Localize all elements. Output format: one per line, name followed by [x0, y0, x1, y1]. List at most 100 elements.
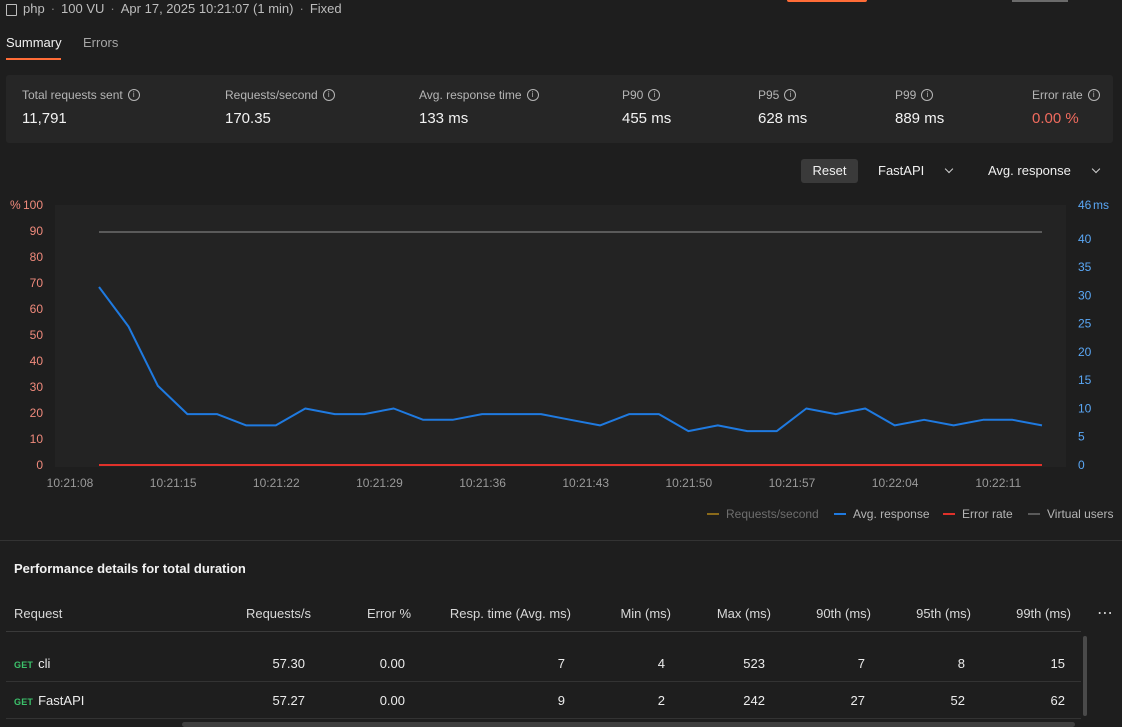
- table-row[interactable]: GET cli 57.30 0.00 7 4 523 7 8 15: [6, 645, 1081, 682]
- left-tick-label: 20: [30, 406, 44, 420]
- run-time: Apr 17, 2025 10:21:07 (1 min): [120, 1, 294, 16]
- info-icon[interactable]: i: [127, 89, 140, 101]
- cell-max: 242: [743, 693, 765, 708]
- cell-p90: 7: [857, 656, 865, 671]
- table-header: Request Requests/s Error % Resp. time (A…: [0, 604, 1122, 624]
- stat-value: 0.00 %: [1032, 110, 1079, 127]
- project-name: php: [23, 1, 45, 16]
- right-tick-label: 0: [1078, 458, 1085, 472]
- chevron-down-icon: [944, 164, 954, 174]
- left-axis-unit: %: [10, 198, 21, 212]
- vertical-scrollbar[interactable]: [1083, 636, 1087, 716]
- info-icon[interactable]: i: [1087, 89, 1100, 101]
- request-name: cli: [38, 656, 51, 671]
- load-profile: Fixed: [309, 1, 342, 16]
- legend-item-avg-response[interactable]: Avg. response: [834, 507, 930, 521]
- cell-min: 2: [657, 693, 665, 708]
- cell-error: 0.00: [379, 656, 405, 671]
- right-tick-label: 25: [1078, 317, 1092, 331]
- x-axis: 10:21:08 10:21:15 10:21:22 10:21:29 10:21:36…: [47, 476, 1022, 490]
- left-tick-label: 10: [30, 432, 44, 446]
- col-min[interactable]: Min (ms): [620, 606, 671, 621]
- stat-label: P99: [895, 88, 917, 102]
- stat-value: 11,791: [22, 110, 67, 127]
- stat-error-rate: Error rate i 0.00 %: [1032, 88, 1100, 127]
- legend-item-error-rate[interactable]: Error rate: [943, 507, 1013, 521]
- x-tick-label: 10:21:43: [562, 476, 609, 490]
- cell-p99: 15: [1050, 656, 1065, 671]
- stat-label: Error rate: [1032, 88, 1083, 102]
- request-filter-dropdown[interactable]: FastAPI: [878, 159, 958, 183]
- metric-dropdown[interactable]: Avg. response: [988, 159, 1104, 183]
- legend-label: Avg. response: [853, 507, 930, 521]
- col-error-pct[interactable]: Error %: [366, 606, 411, 621]
- table-row[interactable]: GET FastAPI 57.27 0.00 9 2 242 27 52 62: [6, 682, 1081, 719]
- left-tick-label: 60: [30, 302, 44, 316]
- right-tick-label: 20: [1078, 345, 1092, 359]
- col-p95[interactable]: 95th (ms): [916, 606, 971, 621]
- col-resp-time[interactable]: Resp. time (Avg. ms): [449, 606, 571, 621]
- request-filter-value: FastAPI: [878, 163, 925, 178]
- legend-label: Error rate: [962, 507, 1013, 521]
- request-name: FastAPI: [38, 693, 85, 708]
- col-requests-per-sec[interactable]: Requests/s: [245, 606, 311, 621]
- col-max[interactable]: Max (ms): [716, 606, 771, 621]
- stat-value: 170.35: [225, 110, 271, 127]
- run-header: php · 100 VU · Apr 17, 2025 10:21:07 (1 …: [0, 0, 1122, 22]
- x-tick-label: 10:21:57: [769, 476, 816, 490]
- info-icon[interactable]: i: [322, 89, 335, 101]
- stat-p90: P90 i 455 ms: [622, 88, 671, 127]
- series-avg-response: [98, 286, 1043, 433]
- left-tick-label: 80: [30, 250, 44, 264]
- tab-summary[interactable]: Summary: [6, 35, 62, 50]
- x-tick-label: 10:21:22: [253, 476, 300, 490]
- info-icon[interactable]: i: [526, 89, 539, 101]
- legend-swatch: [943, 513, 955, 515]
- tab-errors[interactable]: Errors: [83, 35, 119, 50]
- left-tick-label: 70: [30, 276, 44, 290]
- stat-requests-per-second: Requests/second i 170.35: [225, 88, 335, 127]
- info-icon[interactable]: i: [648, 89, 661, 101]
- info-icon[interactable]: i: [921, 89, 934, 101]
- stat-total-requests: Total requests sent i 11,791: [22, 88, 140, 127]
- cell-max: 523: [743, 656, 765, 671]
- more-options-icon[interactable]: ⋯: [1097, 605, 1114, 622]
- x-tick-label: 10:21:29: [356, 476, 403, 490]
- stat-label: P95: [758, 88, 780, 102]
- chevron-down-icon: [1091, 164, 1101, 174]
- summary-stats: Total requests sent i 11,791 Requests/sec…: [6, 75, 1113, 143]
- left-tick-label: 50: [30, 328, 44, 342]
- primary-button-edge[interactable]: [787, 0, 867, 2]
- active-tab-indicator: [6, 58, 61, 60]
- legend-item-requests-per-second[interactable]: Requests/second: [707, 507, 819, 521]
- right-tick-label: 10: [1078, 401, 1092, 415]
- collection-icon: [6, 3, 17, 16]
- legend-swatch: [834, 513, 846, 515]
- col-request[interactable]: Request: [14, 606, 63, 621]
- right-tick-label: 15: [1078, 373, 1092, 387]
- stat-p95: P95 i 628 ms: [758, 88, 807, 127]
- horizontal-scrollbar[interactable]: [182, 722, 1075, 727]
- x-tick-label: 10:21:15: [150, 476, 197, 490]
- virtual-users: 100 VU: [61, 1, 105, 16]
- stat-value: 133 ms: [419, 110, 469, 127]
- info-icon[interactable]: i: [784, 89, 797, 101]
- run-meta: php · 100 VU · Apr 17, 2025 10:21:07 (1 …: [6, 1, 342, 16]
- col-p99[interactable]: 99th (ms): [1016, 606, 1071, 621]
- stat-value: 455 ms: [622, 110, 672, 127]
- legend-item-virtual-users[interactable]: Virtual users: [1028, 507, 1113, 521]
- metric-value: Avg. response: [988, 163, 1071, 178]
- reset-button[interactable]: Reset: [801, 159, 858, 183]
- right-axis-unit: ms: [1093, 198, 1109, 212]
- legend-label: Requests/second: [726, 507, 819, 521]
- stat-value: 889 ms: [895, 110, 945, 127]
- legend-label: Virtual users: [1047, 507, 1114, 521]
- right-tick-label: 40: [1078, 232, 1092, 246]
- x-tick-label: 10:21:36: [459, 476, 506, 490]
- x-tick-label: 10:22:11: [975, 476, 1021, 490]
- x-tick-label: 10:21:08: [47, 476, 94, 490]
- col-p90[interactable]: 90th (ms): [816, 606, 871, 621]
- x-tick-label: 10:21:50: [665, 476, 712, 490]
- secondary-button-edge[interactable]: [1012, 0, 1068, 2]
- stat-avg-response: Avg. response time i 133 ms: [419, 88, 539, 127]
